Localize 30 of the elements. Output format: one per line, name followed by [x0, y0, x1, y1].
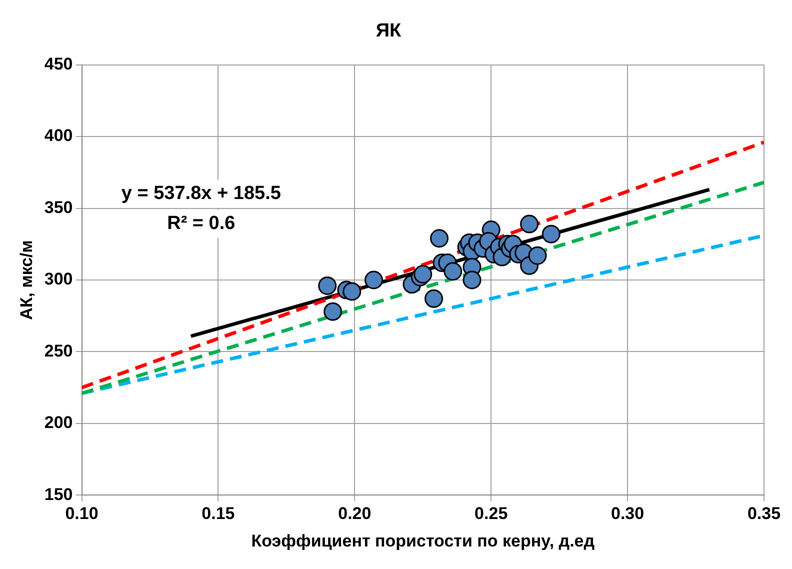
annotation: y = 537.8x + 185.5 — [121, 183, 282, 204]
point — [364, 270, 384, 290]
x-tick-label: 0.35 — [747, 504, 781, 524]
point — [430, 229, 449, 248]
x-tick-label: 0.20 — [338, 504, 372, 524]
y-tick-label: 400 — [44, 126, 73, 146]
point — [324, 302, 342, 321]
point — [318, 276, 337, 295]
point — [462, 270, 482, 290]
x-tick-label: 0.15 — [202, 504, 235, 524]
x-tick-label: 0.25 — [474, 504, 508, 524]
x-tick-label: 0.30 — [611, 504, 644, 524]
point — [342, 282, 362, 301]
y-tick-label: 300 — [44, 270, 73, 289]
y-axis-title: АК, мкс/м — [16, 240, 36, 320]
x-axis-title: Коэффициент пористости по керну, д.ед — [251, 531, 595, 550]
chart-title: ЯК — [376, 20, 402, 42]
y-tick-label: 200 — [44, 413, 73, 432]
point — [528, 246, 547, 265]
y-tick-label: 350 — [44, 198, 73, 217]
point — [542, 224, 560, 244]
point — [520, 214, 539, 234]
x-tick-label: 0.10 — [65, 504, 98, 524]
y-tick-label: 450 — [44, 54, 73, 74]
y-tick-label: 150 — [44, 484, 73, 504]
point — [424, 289, 444, 308]
y-tick-label: 250 — [44, 341, 73, 360]
point — [444, 262, 462, 281]
annotation: R² = 0.6 — [167, 213, 236, 234]
point — [414, 265, 432, 284]
